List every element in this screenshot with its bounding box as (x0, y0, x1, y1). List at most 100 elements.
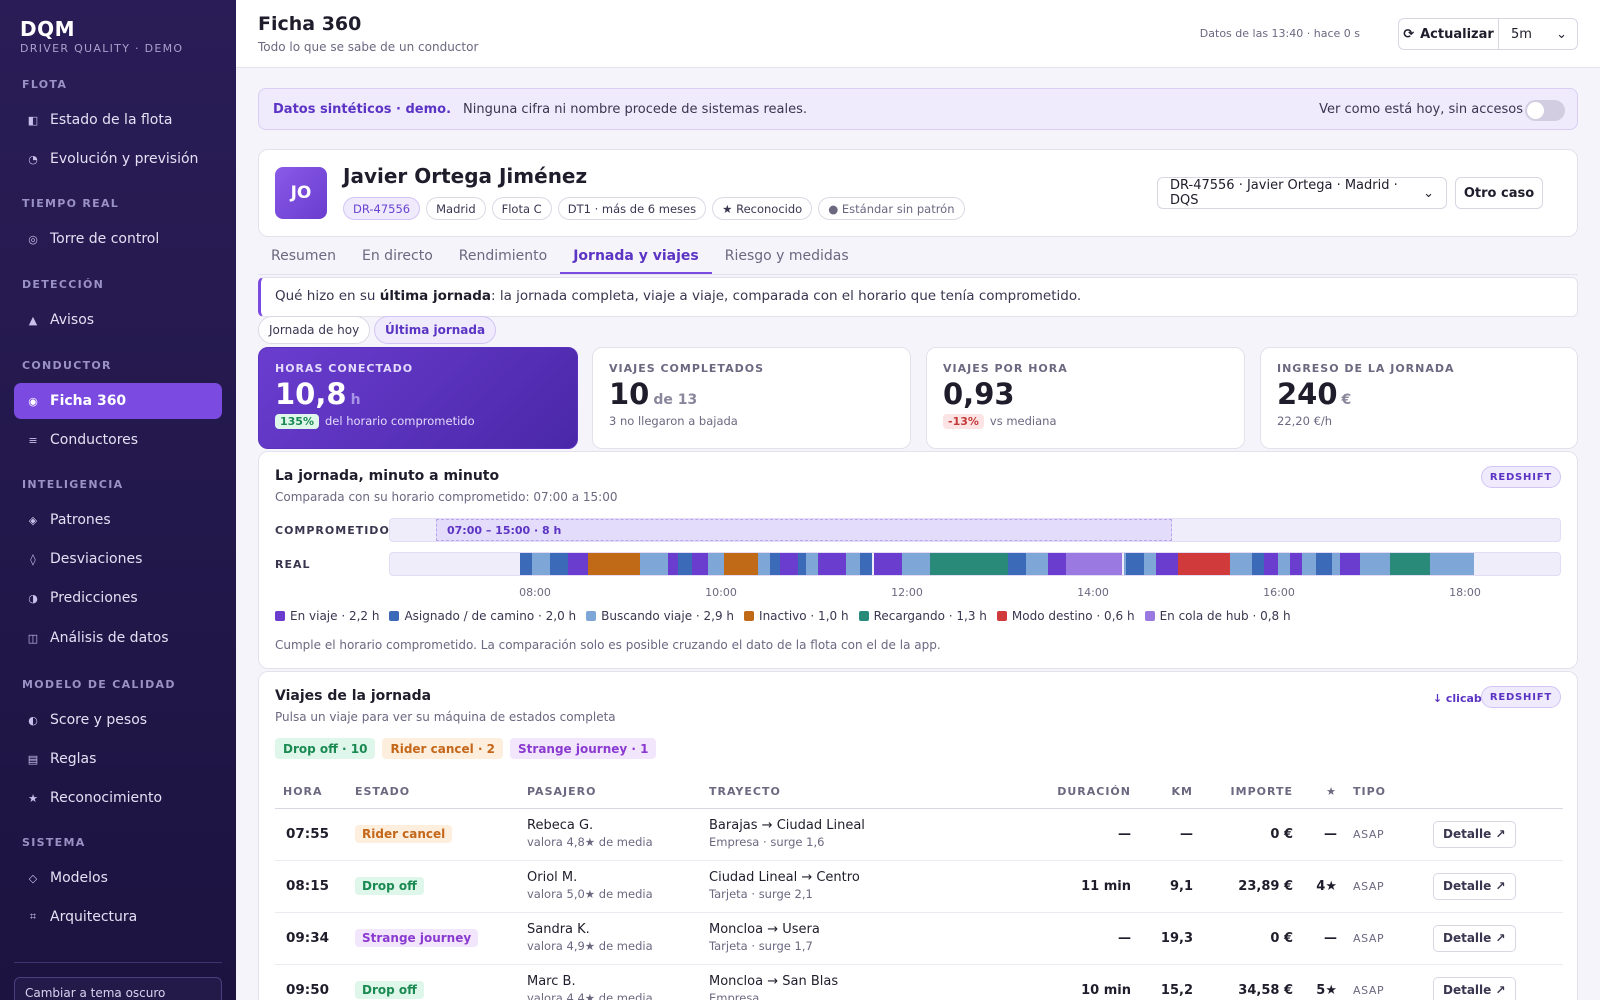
timeline-segment[interactable] (568, 553, 588, 575)
sidebar-item[interactable]: ◐ Score y pesos (14, 702, 222, 738)
tab[interactable]: En directo (362, 248, 433, 264)
timeline-segment[interactable] (846, 553, 860, 575)
status-filter-chip[interactable]: Rider cancel · 2 (382, 738, 504, 759)
table-row[interactable]: 08:15 Drop off Oriol M. valora 5,0★ de medi… (275, 860, 1563, 913)
sidebar-item[interactable]: ◇ Modelos (14, 860, 222, 896)
segment-last-shift[interactable]: Última jornada (374, 316, 497, 344)
real-lane[interactable] (389, 552, 1561, 576)
lane-label-commit: COMPROMETIDO (275, 524, 390, 537)
sidebar-item-label: Predicciones (50, 590, 138, 606)
fleet-icon: ◧ (27, 113, 39, 127)
sidebar-item[interactable]: ◉ Ficha 360 (14, 383, 222, 419)
route-detail: Empresa (709, 991, 760, 1000)
access-toggle[interactable] (1525, 100, 1565, 121)
detail-button[interactable]: Detalle ↗ (1433, 924, 1516, 952)
sidebar-item[interactable]: ◔ Evolución y previsión (14, 141, 222, 177)
tab[interactable]: Rendimiento (458, 248, 548, 264)
trip-actions: Detalle ↗ (1425, 860, 1563, 913)
tab[interactable]: Riesgo y medidas (724, 248, 849, 264)
table-row[interactable]: 09:50 Drop off Marc B. valora 4,4★ de media… (275, 964, 1563, 1000)
timeline-segment[interactable] (1178, 553, 1230, 575)
sidebar-item[interactable]: ⌗ Arquitectura (14, 899, 222, 935)
kpi-sub: 3 no llegaron a bajada (609, 413, 738, 428)
timeline-segment[interactable] (692, 553, 708, 575)
sidebar-section-title: INTELIGENCIA (22, 478, 124, 491)
timeline-segment[interactable] (1316, 553, 1332, 575)
timeline-segment[interactable] (1026, 553, 1048, 575)
timeline-segment[interactable] (1264, 553, 1278, 575)
sidebar-item[interactable]: ▲ Avisos (14, 302, 222, 338)
detail-button[interactable]: Detalle ↗ (1433, 976, 1516, 1000)
sidebar-item[interactable]: ◧ Estado de la flota (14, 102, 222, 138)
trip-duration: — (1049, 912, 1139, 965)
sidebar-item[interactable]: ◈ Patrones (14, 502, 222, 538)
driver-select[interactable]: DR-47556 · Javier Ortega · Madrid · DQS … (1157, 177, 1447, 209)
status-filter-chip[interactable]: Drop off · 10 (275, 738, 376, 759)
detail-button[interactable]: Detalle ↗ (1433, 872, 1516, 900)
timeline-segment[interactable] (1278, 553, 1290, 575)
timeline-segment[interactable] (874, 553, 902, 575)
other-case-button[interactable]: Otro caso (1455, 177, 1543, 209)
timeline-segment[interactable] (1048, 553, 1066, 575)
timeline-segment[interactable] (1124, 553, 1126, 575)
trips-table: HORA ESTADO PASAJERO TRAYECTO DURACIÓN KM IMPO… (275, 775, 1563, 1000)
sidebar-item[interactable]: ≡ Conductores (14, 422, 222, 458)
timeline-segment[interactable] (532, 553, 550, 575)
timeline-segment[interactable] (1302, 553, 1316, 575)
timeline-segment[interactable] (1252, 553, 1264, 575)
sidebar-item[interactable]: ★ Reconocimiento (14, 780, 222, 816)
timeline-segment[interactable] (1126, 553, 1144, 575)
driver-select-value: DR-47556 · Javier Ortega · Madrid · DQS (1170, 178, 1398, 208)
table-row[interactable]: 07:55 Rider cancel Rebeca G. valora 4,8★ de… (275, 808, 1563, 861)
timeline-segment[interactable] (1340, 553, 1360, 575)
status-badge: Drop off (355, 981, 424, 999)
timeline-segment[interactable] (798, 553, 806, 575)
sidebar-item[interactable]: ◊ Desviaciones (14, 541, 222, 577)
trip-rating: — (1301, 912, 1345, 965)
status-filter-chip[interactable]: Strange journey · 1 (510, 738, 657, 759)
tab[interactable]: Jornada y viajes (560, 240, 712, 274)
sidebar-item[interactable]: ◫ Análisis de datos (14, 620, 222, 656)
demo-banner: Datos sintéticos · demo. Ninguna cifra n… (258, 88, 1578, 130)
timeline-segment[interactable] (1156, 553, 1178, 575)
refresh-button[interactable]: ⟳ Actualizar (1398, 18, 1498, 50)
timeline-segment[interactable] (930, 553, 1008, 575)
timeline-segment[interactable] (1008, 553, 1026, 575)
timeline-segment[interactable] (780, 553, 798, 575)
sidebar-item[interactable]: ▤ Reglas (14, 741, 222, 777)
timeline-segment[interactable] (1332, 553, 1340, 575)
timeline-segment[interactable] (678, 553, 692, 575)
timeline-segment[interactable] (770, 553, 780, 575)
table-row[interactable]: 09:34 Strange journey Sandra K. valora 4,9★… (275, 912, 1563, 965)
refresh-interval-select[interactable]: 5m ⌄ (1498, 18, 1578, 50)
timeline-segment[interactable] (1230, 553, 1252, 575)
timeline-segment[interactable] (1360, 553, 1390, 575)
segment-today[interactable]: Jornada de hoy (258, 316, 371, 344)
timeline-segment[interactable] (708, 553, 724, 575)
top-bar: Ficha 360 Todo lo que se sabe de un cond… (236, 0, 1600, 68)
timeline-segment[interactable] (806, 553, 818, 575)
timeline-segment[interactable] (902, 553, 930, 575)
sidebar-item[interactable]: ◎ Torre de control (14, 221, 222, 257)
timeline-segment[interactable] (640, 553, 668, 575)
detail-button[interactable]: Detalle ↗ (1433, 820, 1516, 848)
timeline-segment[interactable] (1144, 553, 1156, 575)
refresh-icon: ⟳ (1403, 26, 1415, 42)
refresh-label: Actualizar (1420, 26, 1494, 42)
timeline-segment[interactable] (724, 553, 758, 575)
sidebar-item[interactable]: ◑ Predicciones (14, 580, 222, 616)
timeline-segment[interactable] (758, 553, 770, 575)
timeline-segment[interactable] (668, 553, 678, 575)
timeline-segment[interactable] (588, 553, 640, 575)
column-header: ESTADO (347, 775, 519, 809)
timeline-segment[interactable] (1430, 553, 1474, 575)
timeline-segment[interactable] (860, 553, 872, 575)
theme-toggle-button[interactable]: Cambiar a tema oscuro (14, 977, 222, 1000)
timeline-segment[interactable] (550, 553, 568, 575)
timeline-segment[interactable] (818, 553, 846, 575)
timeline-segment[interactable] (520, 553, 532, 575)
timeline-segment[interactable] (1066, 553, 1122, 575)
timeline-segment[interactable] (1290, 553, 1302, 575)
tab[interactable]: Resumen (271, 248, 337, 264)
timeline-segment[interactable] (1390, 553, 1430, 575)
